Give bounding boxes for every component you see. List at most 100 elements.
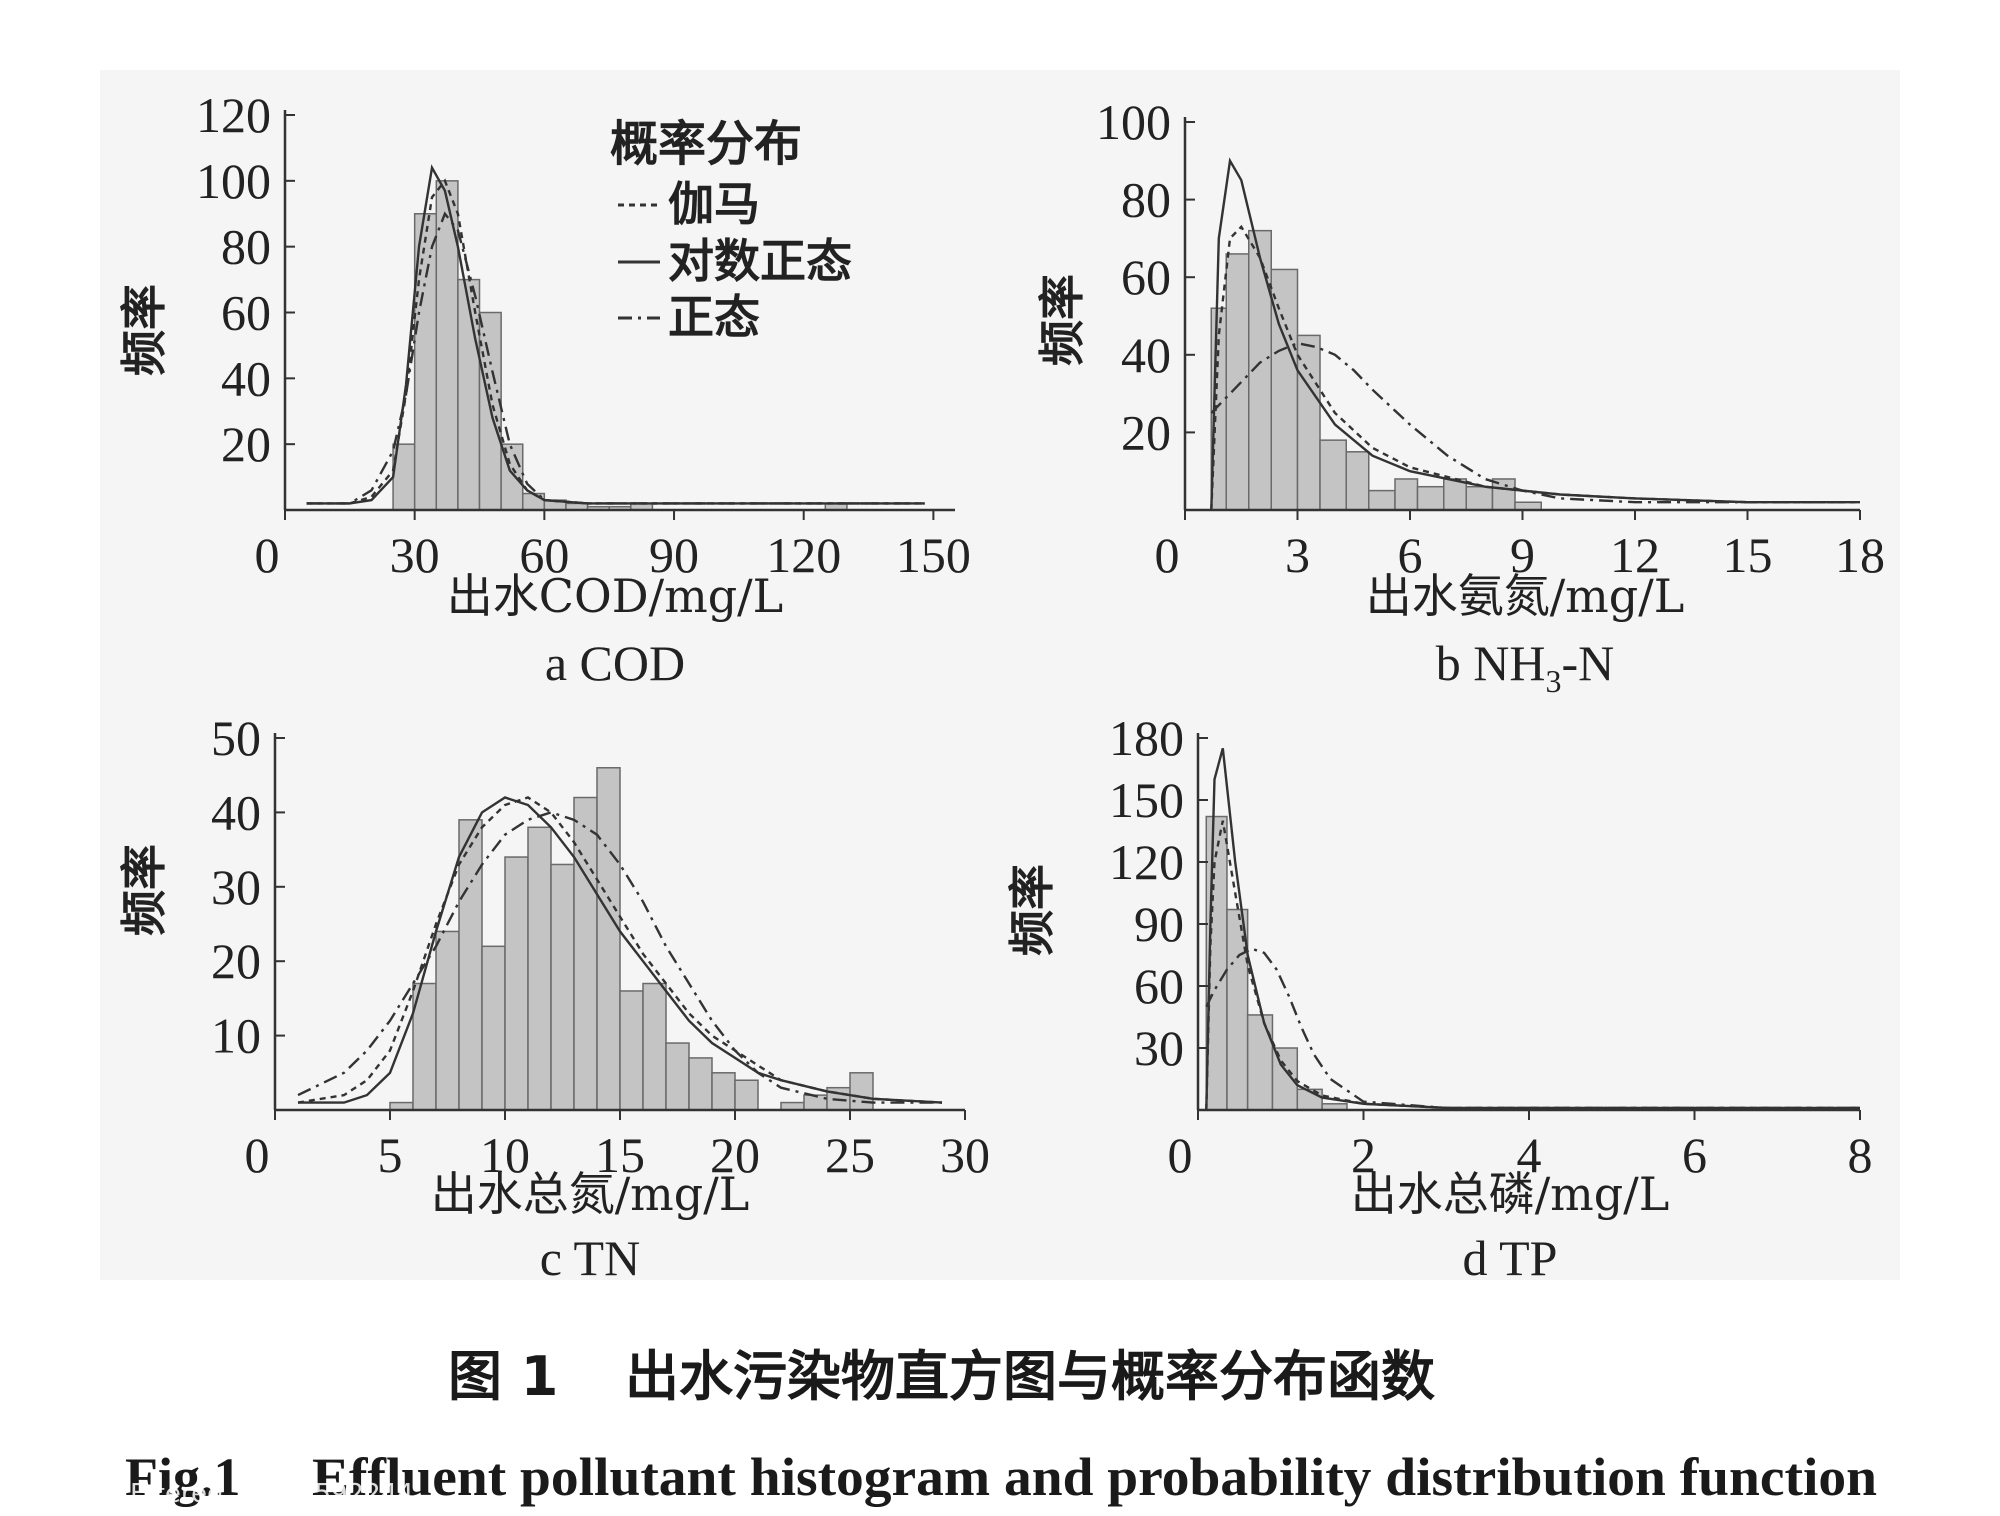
- histogram-bar: [1296, 334, 1321, 511]
- legend-label-normal: 正态: [668, 290, 760, 344]
- x-axis-title: 出水总磷/mg/L: [1351, 1167, 1670, 1221]
- y-tick-label: 90: [1134, 896, 1184, 952]
- x-tick-label: 30: [940, 1127, 990, 1183]
- y-tick-label: 20: [221, 416, 271, 472]
- histogram-bar: [1368, 489, 1396, 511]
- histogram-bar: [711, 1072, 736, 1111]
- caption-en-text: Effluent pollutant histogram and probabi…: [312, 1447, 1877, 1507]
- watermark-text: E tered ... 013592244 ...: [130, 1479, 447, 1509]
- histogram-bar: [1270, 268, 1299, 511]
- histogram-bar: [642, 982, 667, 1111]
- chart-a: 0 30 60 90 120 15020406080100120出水COD/mg/L频率a…: [117, 87, 971, 691]
- histogram-bar: [1225, 253, 1250, 511]
- y-tick-label: 150: [1109, 772, 1184, 828]
- chart-subtitle: b NH3-N: [1436, 635, 1614, 699]
- x-tick-label: 2: [1351, 1127, 1376, 1183]
- y-tick-label: 60: [1134, 958, 1184, 1014]
- y-tick-label: 60: [1121, 249, 1171, 305]
- x-tick-label: 0: [245, 1127, 270, 1183]
- legend: 概率分布 伽马 对数正态 正态: [610, 116, 852, 344]
- histogram-bar: [1345, 451, 1370, 511]
- chart-subtitle: c TN: [540, 1230, 640, 1286]
- histogram-bar: [504, 856, 529, 1111]
- histogram-bar: [803, 1094, 828, 1111]
- histogram-bar: [573, 796, 598, 1111]
- x-tick-label: 10: [480, 1127, 530, 1183]
- curve-正态: [1205, 947, 1860, 1110]
- x-tick-label: 6: [1398, 527, 1423, 583]
- x-tick-label: 3: [1285, 527, 1310, 583]
- histogram-bar: [1465, 485, 1494, 511]
- y-tick-label: 80: [221, 219, 271, 275]
- x-tick-label: 5: [378, 1127, 403, 1183]
- histogram-bar: [849, 1072, 874, 1111]
- legend-title: 概率分布: [610, 116, 802, 172]
- histogram-bar: [1246, 1014, 1274, 1111]
- x-tick-label: 15: [595, 1127, 645, 1183]
- x-tick-label: 18: [1835, 527, 1885, 583]
- chart-d: 0 2 4 6 8 30 60 90 120 150 180 出水总磷/mg/L 频率 d TP: [1005, 710, 1873, 1286]
- x-tick-label: 20: [710, 1127, 760, 1183]
- histogram-bar: [688, 1057, 713, 1111]
- x-tick-label: 120: [766, 527, 841, 583]
- histogram-bar: [527, 826, 552, 1111]
- y-tick-label: 120: [1109, 834, 1184, 890]
- curve-正态: [297, 811, 942, 1104]
- curve-正态: [1210, 341, 1860, 504]
- histogram-bar: [457, 278, 481, 511]
- y-axis-title: 频率: [1035, 274, 1089, 366]
- histogram-bar: [550, 863, 575, 1111]
- figure-panel-background: [100, 70, 1900, 1280]
- histogram-bar: [1394, 478, 1419, 511]
- x-tick-label: 60: [519, 527, 569, 583]
- y-tick-label: 10: [211, 1008, 261, 1064]
- caption-en-label: Fig.1: [125, 1447, 241, 1507]
- x-tick-label: 4: [1517, 1127, 1542, 1183]
- curve-对数正态: [1210, 157, 1860, 511]
- chart-subtitle: d TP: [1463, 1230, 1558, 1286]
- histogram-bar: [481, 945, 506, 1111]
- y-axis-title: 频率: [117, 844, 171, 936]
- histogram-bar: [1416, 485, 1445, 511]
- y-tick-label: 80: [1121, 172, 1171, 228]
- x-axis-title: 出水总氮/mg/L: [431, 1167, 750, 1221]
- legend-label-gamma: 伽马: [668, 177, 760, 231]
- histogram-bar: [619, 990, 644, 1111]
- y-tick-label: 40: [221, 350, 271, 406]
- y-tick-label: 30: [211, 859, 261, 915]
- y-tick-label: 30: [1134, 1020, 1184, 1076]
- y-tick-label: 180: [1109, 710, 1184, 766]
- y-tick-label: 20: [1121, 404, 1171, 460]
- curve-正态: [306, 211, 925, 505]
- histogram-bar: [734, 1079, 759, 1111]
- y-axis-title: 频率: [117, 284, 171, 376]
- histogram-bar: [665, 1042, 690, 1111]
- x-tick-label: 8: [1848, 1127, 1873, 1183]
- y-tick-label: 100: [1096, 94, 1171, 150]
- x-tick-label: 0: [255, 527, 280, 583]
- caption-cn-label: 图 1: [448, 1345, 558, 1408]
- y-tick-label: 100: [196, 153, 271, 209]
- x-tick-label: 25: [825, 1127, 875, 1183]
- histogram-bar: [435, 930, 460, 1111]
- curve-对数正态: [306, 164, 925, 505]
- x-tick-label: 9: [1510, 527, 1535, 583]
- x-tick-label: 30: [390, 527, 440, 583]
- legend-label-lognormal: 对数正态: [668, 234, 852, 288]
- chart-b: 0 3 6 9 12 15 18 20 40 60 80 100 出水氨氮/mg/L 频率 b NH3-N: [1035, 94, 1885, 699]
- y-tick-label: 50: [211, 710, 261, 766]
- histogram-bar: [1319, 439, 1347, 511]
- y-tick-label: 40: [1121, 327, 1171, 383]
- x-tick-label: 150: [896, 527, 971, 583]
- caption-cn-text: 出水污染物直方图与概率分布函数: [625, 1345, 1435, 1408]
- x-tick-label: 15: [1723, 527, 1773, 583]
- chart-subtitle: a COD: [545, 635, 685, 691]
- charts-group: 0 30 60 90 120 15020406080100120出水COD/mg/L频率a…: [117, 87, 1885, 1286]
- x-tick-label: 6: [1682, 1127, 1707, 1183]
- x-axis-title: 出水氨氮/mg/L: [1366, 569, 1685, 623]
- curve-伽马: [297, 796, 943, 1104]
- x-tick-label: 0: [1155, 527, 1180, 583]
- x-tick-label: 12: [1610, 527, 1660, 583]
- chart-c: 0 5 10 15 20 25 30 10 20 30 40 50 出水总氮/mg/L 频率 c TN: [117, 710, 990, 1286]
